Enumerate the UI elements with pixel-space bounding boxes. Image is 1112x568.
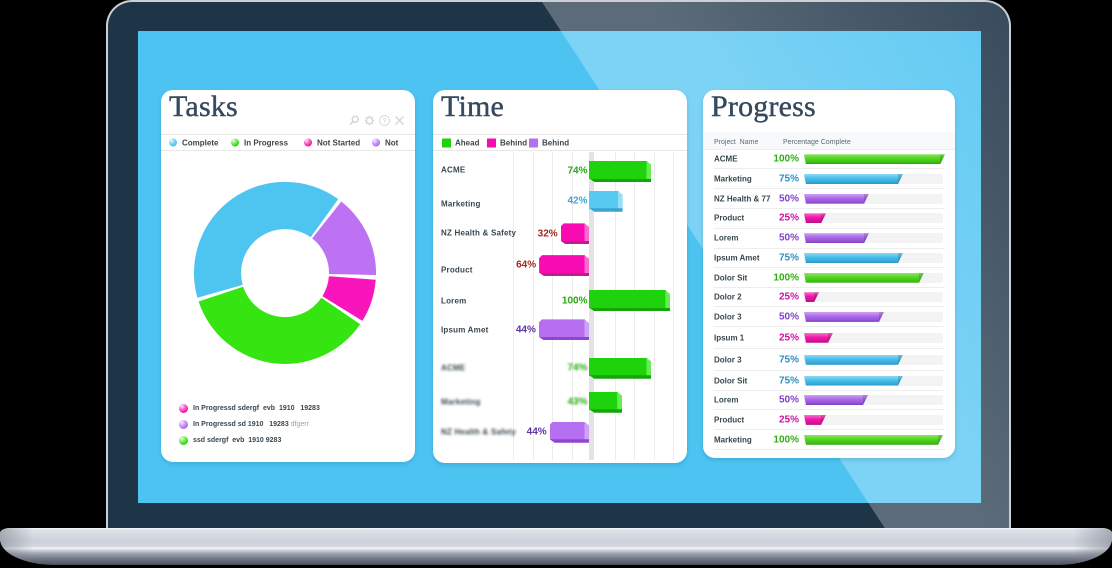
svg-text:?: ?: [383, 118, 387, 125]
